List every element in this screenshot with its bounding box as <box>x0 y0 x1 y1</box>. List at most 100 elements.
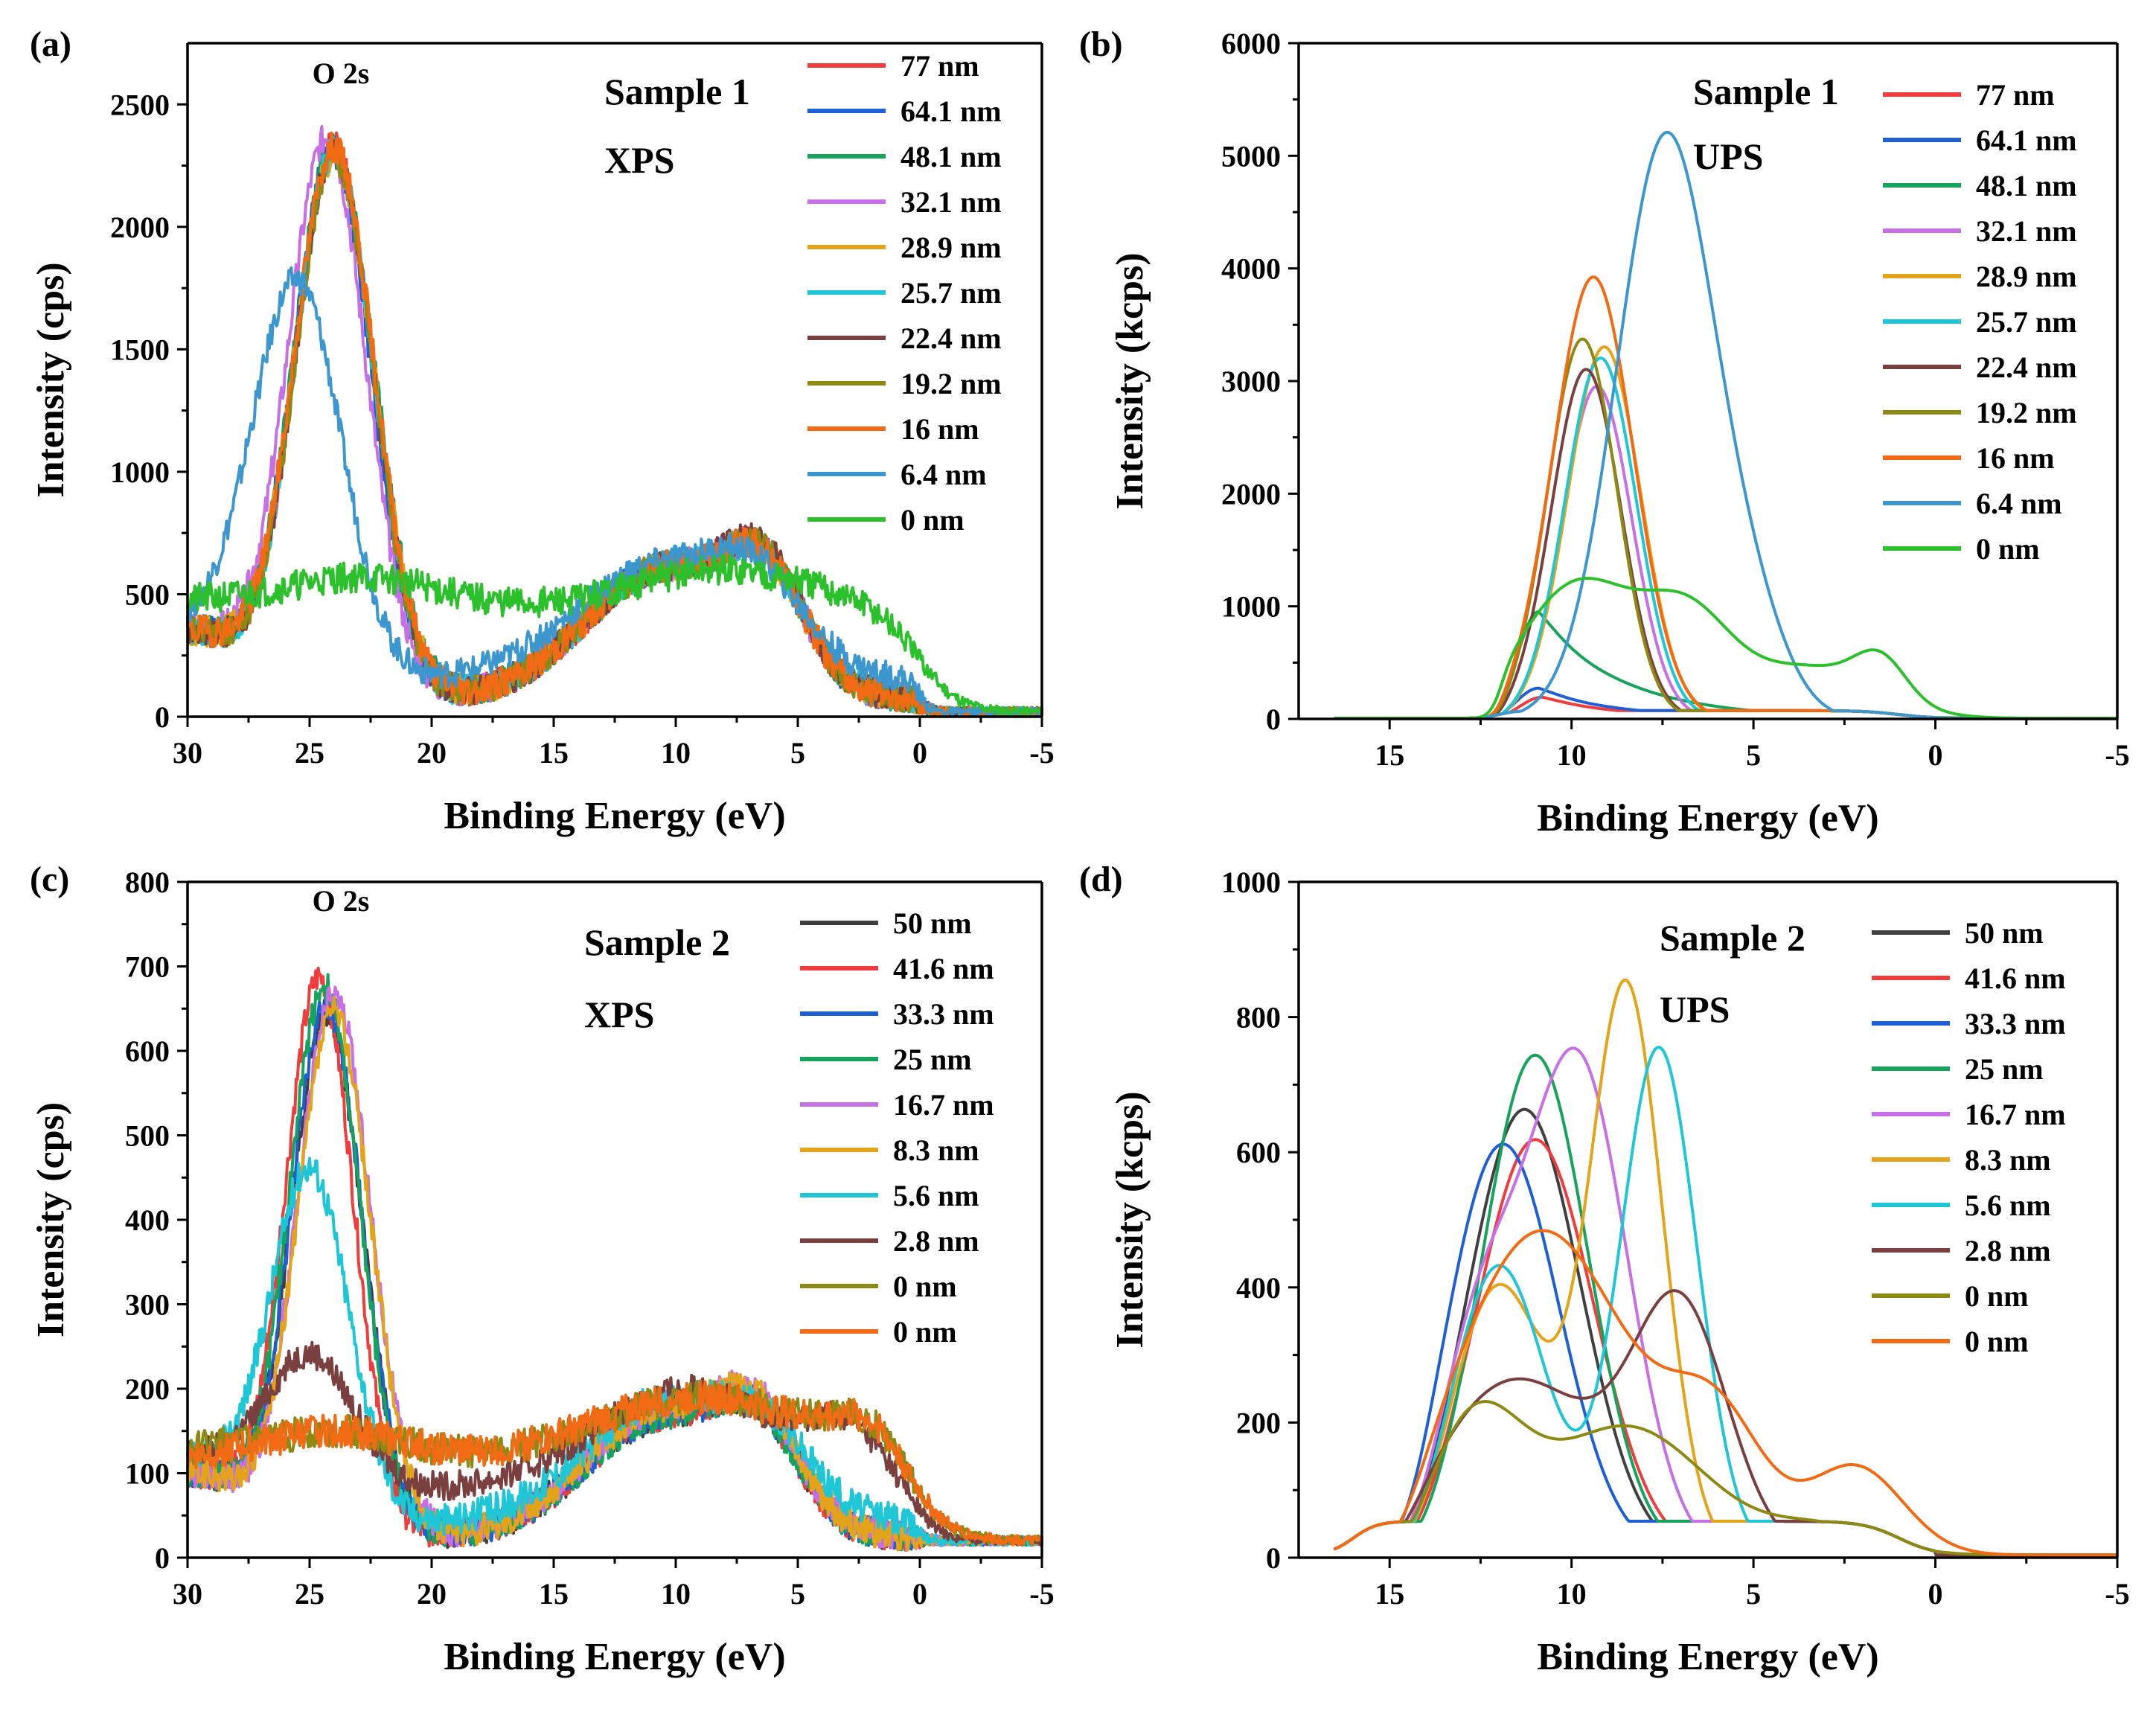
series-line <box>1333 1229 2118 1557</box>
legend-label: 19.2 nm <box>1976 396 2077 429</box>
x-tick-label: 20 <box>417 1577 447 1611</box>
legend-label: 19.2 nm <box>901 367 1002 400</box>
y-tick-label: 1000 <box>1221 590 1281 624</box>
legend-label: 16.7 nm <box>893 1088 994 1122</box>
x-tick-label: 15 <box>539 1577 569 1611</box>
y-tick-label: 400 <box>1236 1271 1281 1305</box>
series-group <box>186 966 1043 1552</box>
x-tick-label: 10 <box>1557 1577 1587 1611</box>
y-tick-label: 200 <box>125 1372 170 1406</box>
legend-label: 28.9 nm <box>1976 260 2077 293</box>
sample-label: Sample 2 <box>584 921 730 963</box>
y-tick-label: 1000 <box>1221 866 1281 899</box>
x-tick-label: -5 <box>1029 736 1054 770</box>
legend-label: 8.3 nm <box>893 1133 979 1167</box>
x-tick-label: 25 <box>295 1577 324 1611</box>
y-tick-label: 100 <box>125 1457 170 1491</box>
legend-label: 25.7 nm <box>1976 305 2077 339</box>
y-tick-label: 600 <box>1236 1136 1281 1169</box>
legend-label: 22.4 nm <box>1976 351 2077 384</box>
y-tick-label: 2000 <box>1221 477 1281 511</box>
technique-label: XPS <box>584 994 654 1035</box>
x-tick-label: 0 <box>912 1577 927 1611</box>
y-tick-label: 2500 <box>110 88 170 121</box>
legend: 50 nm 41.6 nm 33.3 nm 25 nm 16.7 nm 8.3 nm 5.6… <box>800 906 994 1349</box>
x-tick-label: 15 <box>539 736 569 770</box>
technique-label: UPS <box>1693 135 1763 177</box>
y-tick-label: 1500 <box>110 333 170 366</box>
x-tick-label: 5 <box>1746 1577 1761 1611</box>
panel-d: (d) 0 200 400 600 800 1000 15 10 5 0 -5 Binding Ener… <box>1079 860 2130 1678</box>
legend-label: 16.7 nm <box>1965 1098 2066 1131</box>
x-axis-title: Binding Energy (eV) <box>444 795 785 837</box>
legend-label: 0 nm <box>893 1270 957 1303</box>
x-tick-label: -5 <box>2105 738 2129 772</box>
x-tick-label: 15 <box>1375 738 1404 772</box>
y-tick-label: 4000 <box>1221 252 1281 286</box>
x-tick-label: 30 <box>173 1577 202 1611</box>
y-tick-label: 0 <box>1266 1541 1281 1575</box>
y-tick-label: 500 <box>125 1119 170 1153</box>
sample-label: Sample 1 <box>604 71 750 112</box>
panel-label: (a) <box>30 25 71 64</box>
legend-label: 0 nm <box>893 1315 957 1349</box>
series-group <box>186 125 1043 717</box>
x-tick-label: 0 <box>1928 738 1943 772</box>
legend-label: 25 nm <box>893 1043 972 1076</box>
x-tick-label: 15 <box>1375 1577 1404 1611</box>
x-tick-label: 5 <box>1746 738 1761 772</box>
x-tick-label: 10 <box>661 736 691 770</box>
legend-label: 64.1 nm <box>901 95 1002 128</box>
legend-label: 77 nm <box>1976 78 2055 112</box>
x-tick-label: 10 <box>661 1577 691 1611</box>
x-tick-label: 20 <box>417 736 447 770</box>
legend-label: 48.1 nm <box>901 140 1002 173</box>
y-tick-label: 6000 <box>1221 27 1281 60</box>
legend-label: 22.4 nm <box>901 322 1002 355</box>
y-tick-label: 800 <box>1236 1001 1281 1034</box>
sample-label: Sample 1 <box>1693 71 1839 112</box>
legend-label: 25.7 nm <box>901 276 1002 310</box>
legend-label: 50 nm <box>893 906 972 940</box>
legend-label: 0 nm <box>901 503 965 537</box>
legend-label: 33.3 nm <box>1965 1007 2066 1040</box>
legend-label: 41.6 nm <box>1965 962 2066 995</box>
x-tick-label: 10 <box>1557 738 1587 772</box>
y-tick-label: 600 <box>125 1034 170 1068</box>
x-tick-label: 30 <box>173 736 202 770</box>
y-tick-label: 800 <box>125 866 170 899</box>
y-tick-label: 3000 <box>1221 365 1281 398</box>
legend-label: 25 nm <box>1965 1052 2044 1086</box>
series-group <box>1333 978 2118 1557</box>
legend-label: 5.6 nm <box>893 1179 979 1212</box>
legend-label: 6.4 nm <box>901 458 987 491</box>
legend-label: 0 nm <box>1965 1279 2029 1313</box>
legend-label: 5.6 nm <box>1965 1189 2051 1222</box>
legend-label: 0 nm <box>1965 1325 2029 1358</box>
legend: 50 nm 41.6 nm 33.3 nm 25 nm 16.7 nm 8.3 nm 5.6… <box>1872 916 2066 1358</box>
legend-label: 48.1 nm <box>1976 169 2077 202</box>
series-line <box>1333 577 2118 720</box>
panel-label: (b) <box>1079 25 1123 64</box>
legend-label: 32.1 nm <box>901 185 1002 219</box>
legend-label: 64.1 nm <box>1976 124 2077 157</box>
x-tick-label: -5 <box>2105 1577 2129 1611</box>
x-axis-title: Binding Energy (eV) <box>1537 1636 1878 1678</box>
legend: 77 nm 64.1 nm 48.1 nm 32.1 nm 28.9 nm 25.7 nm… <box>807 49 1002 537</box>
panel-b: (b) 0 1000 2000 3000 4000 5000 6000 15 10 5 0 -5 Bind… <box>1079 25 2130 839</box>
y-tick-label: 300 <box>125 1288 170 1322</box>
y-tick-label: 500 <box>125 578 170 611</box>
x-axis-title: Binding Energy (eV) <box>444 1636 785 1678</box>
legend-label: 16 nm <box>901 412 979 446</box>
y-axis-title: Intensity (cps) <box>30 1102 72 1337</box>
x-tick-label: 5 <box>790 1577 805 1611</box>
legend-label: 28.9 nm <box>901 231 1002 264</box>
legend: 77 nm 64.1 nm 48.1 nm 32.1 nm 28.9 nm 25.7 nm… <box>1883 78 2077 566</box>
y-tick-label: 1000 <box>110 455 170 489</box>
legend-label: 2.8 nm <box>1965 1234 2051 1267</box>
x-tick-label: 0 <box>1928 1577 1943 1611</box>
y-axis-title: Intensity (kcps) <box>1109 252 1151 509</box>
series-line <box>1333 1400 2118 1557</box>
y-tick-label: 200 <box>1236 1406 1281 1439</box>
